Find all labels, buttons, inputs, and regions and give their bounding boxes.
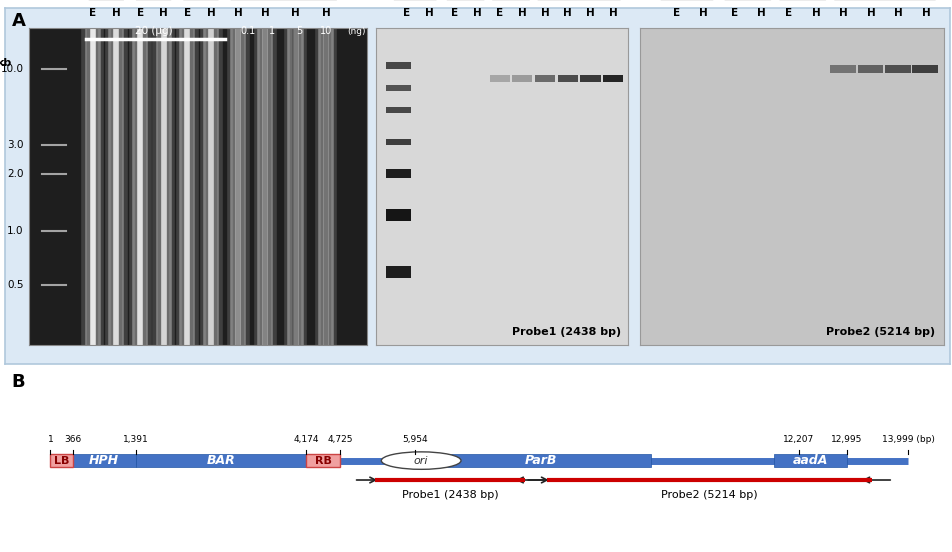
Text: ParB: ParB bbox=[525, 454, 557, 467]
Text: H: H bbox=[894, 8, 903, 18]
Text: 1.0: 1.0 bbox=[8, 226, 24, 236]
Text: H: H bbox=[425, 8, 433, 18]
Text: H: H bbox=[159, 8, 169, 18]
Bar bbox=[72, 454, 135, 467]
Text: ori: ori bbox=[414, 455, 428, 465]
Text: H: H bbox=[757, 8, 766, 18]
Text: 4,725: 4,725 bbox=[327, 435, 352, 444]
Text: H: H bbox=[812, 8, 821, 18]
Text: E: E bbox=[136, 8, 144, 18]
Text: 2.0: 2.0 bbox=[8, 168, 24, 179]
Text: H: H bbox=[564, 8, 572, 18]
Text: 13,999 (bp): 13,999 (bp) bbox=[882, 435, 935, 444]
Bar bbox=[387, 62, 411, 69]
Text: Probe1 (2438 bp): Probe1 (2438 bp) bbox=[511, 327, 621, 337]
Bar bbox=[489, 75, 509, 82]
Text: 0.5: 0.5 bbox=[8, 280, 24, 290]
Text: E: E bbox=[730, 8, 738, 18]
Text: 12,207: 12,207 bbox=[783, 435, 814, 444]
Text: H: H bbox=[586, 8, 595, 18]
Text: H: H bbox=[541, 8, 549, 18]
Text: 5,954: 5,954 bbox=[403, 435, 428, 444]
Text: H: H bbox=[472, 8, 482, 18]
Text: RB: RB bbox=[314, 455, 331, 465]
Text: E: E bbox=[785, 8, 793, 18]
Text: 1: 1 bbox=[268, 25, 275, 35]
Text: 1,391: 1,391 bbox=[123, 435, 149, 444]
Text: H: H bbox=[840, 8, 848, 18]
Bar bbox=[50, 454, 72, 467]
Bar bbox=[387, 85, 411, 91]
Bar bbox=[774, 454, 847, 467]
Text: E: E bbox=[403, 8, 410, 18]
Bar bbox=[430, 454, 651, 467]
Text: H: H bbox=[207, 8, 215, 18]
Text: BAR: BAR bbox=[207, 454, 235, 467]
Bar bbox=[912, 65, 939, 73]
Bar bbox=[387, 139, 411, 145]
Text: H: H bbox=[867, 8, 876, 18]
Text: E: E bbox=[496, 8, 504, 18]
Text: H: H bbox=[609, 8, 618, 18]
Bar bbox=[885, 65, 911, 73]
Text: H: H bbox=[322, 8, 330, 18]
Text: aadA: aadA bbox=[792, 454, 828, 467]
Bar bbox=[512, 75, 532, 82]
Text: H: H bbox=[518, 8, 526, 18]
Text: E: E bbox=[89, 8, 96, 18]
Text: A: A bbox=[11, 12, 26, 30]
Text: Probe2 (5214 bp): Probe2 (5214 bp) bbox=[661, 490, 758, 500]
Text: E: E bbox=[184, 8, 191, 18]
Bar bbox=[535, 75, 555, 82]
Bar bbox=[604, 75, 624, 82]
Bar bbox=[858, 65, 883, 73]
Bar bbox=[387, 169, 411, 178]
Text: 10.0: 10.0 bbox=[1, 64, 24, 74]
Bar bbox=[387, 267, 411, 278]
Text: 366: 366 bbox=[64, 435, 82, 444]
Bar bbox=[830, 65, 856, 73]
Bar bbox=[387, 107, 411, 113]
Text: E: E bbox=[673, 8, 680, 18]
Text: H: H bbox=[922, 8, 930, 18]
Text: H: H bbox=[234, 8, 243, 18]
Bar bbox=[387, 209, 411, 221]
Text: 0.1: 0.1 bbox=[241, 25, 256, 35]
Bar bbox=[581, 75, 601, 82]
Text: 20 (μg): 20 (μg) bbox=[135, 25, 172, 35]
Text: Probe2 (5214 bp): Probe2 (5214 bp) bbox=[826, 327, 935, 337]
Text: (ng): (ng) bbox=[347, 26, 366, 35]
Bar bbox=[558, 75, 578, 82]
Text: H: H bbox=[291, 8, 300, 18]
Bar bbox=[135, 454, 307, 467]
Text: LB: LB bbox=[54, 455, 69, 465]
Text: H: H bbox=[112, 8, 121, 18]
Text: H: H bbox=[700, 8, 708, 18]
Bar bbox=[307, 454, 340, 467]
Text: kb: kb bbox=[0, 59, 11, 68]
Text: 12,995: 12,995 bbox=[831, 435, 863, 444]
Text: 3.0: 3.0 bbox=[8, 140, 24, 150]
Text: E: E bbox=[450, 8, 458, 18]
Text: Probe1 (2438 bp): Probe1 (2438 bp) bbox=[402, 490, 499, 500]
Text: 10: 10 bbox=[320, 25, 332, 35]
Text: 1: 1 bbox=[48, 435, 53, 444]
Ellipse shape bbox=[382, 452, 461, 469]
Text: H: H bbox=[261, 8, 269, 18]
Text: HPH: HPH bbox=[89, 454, 119, 467]
Text: 5: 5 bbox=[296, 25, 302, 35]
Text: 4,174: 4,174 bbox=[293, 435, 319, 444]
Text: B: B bbox=[11, 373, 25, 391]
